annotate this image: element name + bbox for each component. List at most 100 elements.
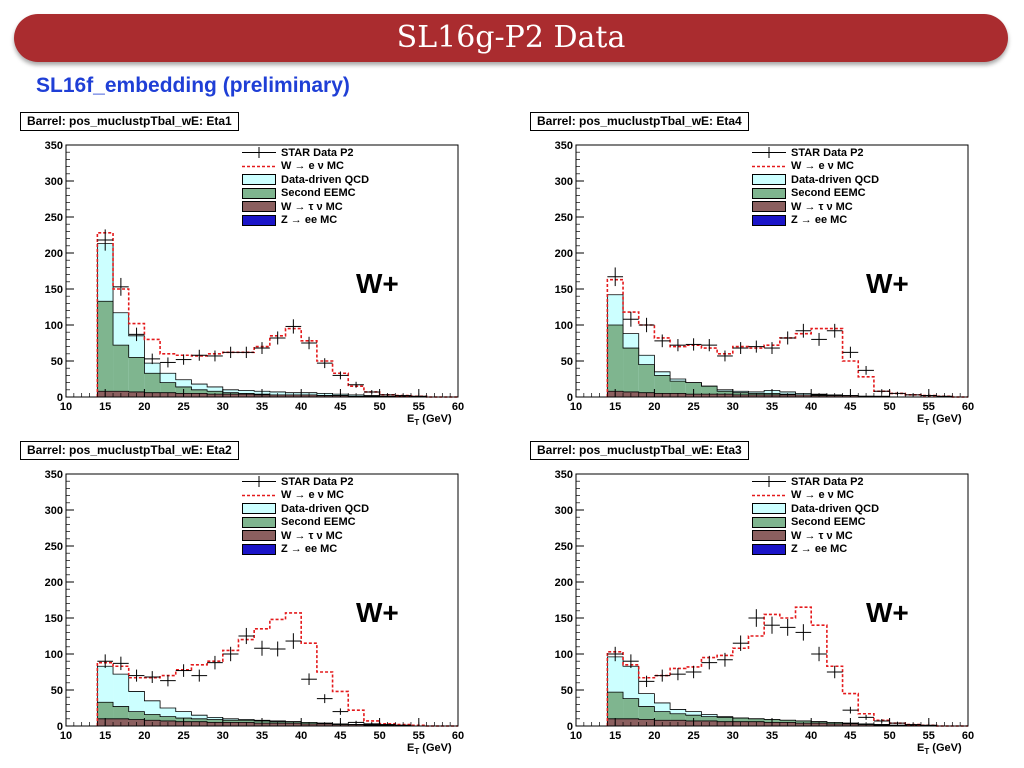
y-tick-label: 250	[45, 212, 63, 224]
x-tick-label: 20	[648, 401, 660, 413]
data-point	[97, 229, 114, 251]
panel-title: Barrel: pos_muclustpTbal_wE: Eta1	[20, 112, 239, 131]
data-point	[191, 669, 208, 682]
y-tick-label: 250	[45, 541, 63, 553]
data-point	[826, 323, 843, 338]
data-point	[795, 624, 812, 641]
x-axis-label-main: E	[407, 742, 415, 754]
x-tick-label: 45	[334, 730, 346, 742]
x-tick-label: 30	[217, 730, 229, 742]
x-tick-label: 30	[217, 401, 229, 413]
legend: STAR Data P2 W → e ν MC Data-driven QCD Sec…	[752, 146, 879, 227]
data-point	[670, 668, 686, 681]
data-point	[623, 654, 639, 669]
data-point	[128, 669, 145, 682]
x-axis-label: ET (GeV)	[917, 742, 962, 756]
legend-label: Second EEMC	[281, 516, 356, 529]
legend-entry-w-e-nu: W → e ν MC	[752, 160, 879, 174]
data-point	[732, 635, 749, 651]
legend-symbol	[242, 490, 276, 501]
legend-label: W → e ν MC	[791, 489, 854, 502]
x-tick-label: 55	[413, 730, 425, 742]
data-point	[316, 694, 333, 704]
legend-entry-qcd: Data-driven QCD	[752, 502, 879, 516]
histogram-plot: 0 50 100 150 200 250 300 350 10 15 20 25 30 35 40 45 50 5…	[45, 140, 464, 413]
legend-label: Second EEMC	[281, 187, 356, 200]
data-point	[654, 334, 671, 348]
legend: STAR Data P2 W → e ν MC Data-driven QCD Sec…	[752, 475, 879, 556]
legend-label: W → e ν MC	[281, 160, 344, 173]
charge-annotation: W+	[866, 268, 909, 299]
legend-symbol	[752, 201, 786, 213]
data-point	[113, 277, 129, 296]
x-tick-label: 60	[452, 730, 464, 742]
legend-symbol	[752, 530, 786, 542]
y-tick-label: 50	[51, 685, 63, 697]
legend-entry-second-eemc: Second EEMC	[242, 187, 369, 201]
x-tick-label: 40	[805, 401, 817, 413]
y-tick-label: 50	[561, 685, 573, 697]
data-point	[858, 365, 874, 375]
legend-entry-second-eemc: Second EEMC	[752, 187, 879, 201]
data-point	[175, 664, 192, 677]
x-tick-label: 60	[962, 401, 974, 413]
legend-symbol	[242, 476, 276, 488]
data-point	[332, 371, 349, 380]
legend-label: Second EEMC	[791, 187, 866, 200]
legend-label: W → τ ν MC	[791, 200, 853, 213]
x-tick-label: 50	[883, 730, 895, 742]
legend-symbol	[752, 516, 786, 528]
x-axis-label: ET (GeV)	[917, 413, 962, 427]
legend-symbol	[242, 147, 276, 159]
data-point	[685, 338, 702, 351]
data-point	[191, 349, 208, 361]
legend-label: W → τ ν MC	[281, 529, 343, 542]
data-point	[764, 616, 780, 634]
x-tick-label: 60	[452, 401, 464, 413]
x-tick-label: 45	[844, 401, 856, 413]
data-point	[717, 350, 733, 362]
legend-symbol	[752, 174, 786, 186]
x-axis-label-unit: (GeV)	[929, 742, 962, 754]
legend-label: W → e ν MC	[281, 489, 344, 502]
y-tick-label: 0	[567, 392, 573, 404]
y-tick-label: 300	[45, 176, 63, 188]
x-axis-label-subscript: T	[924, 418, 930, 428]
legend-symbol	[242, 187, 276, 199]
y-tick-label: 300	[555, 176, 573, 188]
legend-entry-w-tau-nu: W → τ ν MC	[242, 200, 369, 214]
data-point	[779, 331, 796, 345]
eemc-bar	[623, 348, 639, 397]
charge-annotation: W+	[356, 268, 399, 299]
x-axis-label-subscript: T	[924, 747, 930, 757]
data-point	[348, 381, 364, 388]
histogram-panel-4: 0 50 100 150 200 250 300 350 10 15 20 25 30 35 40 45 50 5…	[530, 441, 1000, 759]
y-tick-label: 200	[45, 248, 63, 260]
data-point	[144, 671, 161, 683]
x-tick-label: 10	[570, 730, 582, 742]
x-axis-label-unit: (GeV)	[929, 413, 962, 425]
legend-entry-z-ee: Z → ee MC	[752, 543, 879, 557]
eemc-bar	[654, 375, 671, 397]
x-tick-label: 25	[687, 401, 699, 413]
histogram-panel-2: 0 50 100 150 200 250 300 350 10 15 20 25 30 35 40 45 50 5…	[530, 112, 1000, 430]
data-point	[873, 389, 890, 394]
eemc-bar	[701, 386, 718, 397]
data-point	[701, 339, 718, 352]
y-tick-label: 150	[45, 613, 63, 625]
legend-symbol	[242, 161, 276, 172]
legend-entry-data: STAR Data P2	[242, 475, 369, 489]
x-tick-label: 15	[99, 401, 111, 413]
y-tick-label: 0	[567, 721, 573, 733]
x-tick-label: 15	[99, 730, 111, 742]
legend-label: Z → ee MC	[791, 543, 848, 556]
data-point	[732, 342, 749, 354]
y-tick-label: 300	[45, 505, 63, 517]
x-axis-label-unit: (GeV)	[419, 413, 452, 425]
legend-symbol	[242, 530, 276, 542]
data-point	[254, 342, 270, 354]
y-tick-label: 0	[57, 721, 63, 733]
data-point	[269, 331, 286, 345]
legend-entry-data: STAR Data P2	[752, 146, 879, 160]
x-tick-label: 30	[727, 401, 739, 413]
